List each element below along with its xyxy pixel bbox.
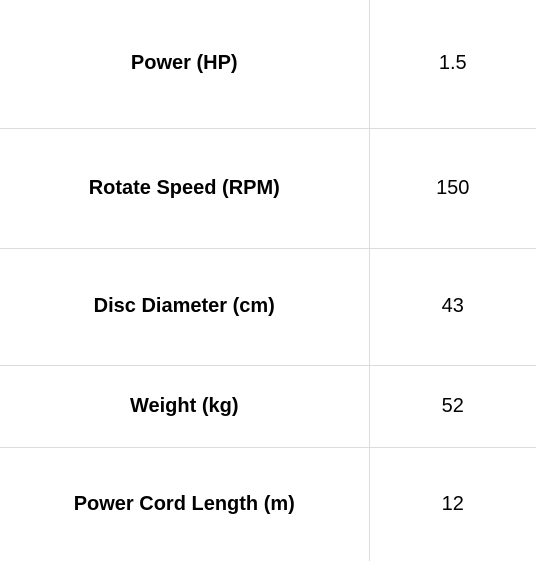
- table-row: Power (HP) 1.5: [0, 0, 536, 129]
- spec-label: Weight (kg): [0, 365, 370, 448]
- spec-label: Disc Diameter (cm): [0, 248, 370, 366]
- spec-value: 1.5: [369, 0, 536, 129]
- spec-value: 52: [369, 365, 536, 448]
- spec-value: 150: [369, 128, 536, 249]
- table-row: Disc Diameter (cm) 43: [0, 248, 536, 366]
- table-row: Power Cord Length (m) 12: [0, 447, 536, 561]
- spec-value: 43: [369, 248, 536, 366]
- table-row: Weight (kg) 52: [0, 365, 536, 448]
- spec-label: Rotate Speed (RPM): [0, 128, 370, 249]
- table-row: Rotate Speed (RPM) 150: [0, 128, 536, 249]
- spec-label: Power (HP): [0, 0, 370, 129]
- spec-value: 12: [441, 492, 464, 515]
- spec-label: Power Cord Length (m): [0, 447, 370, 561]
